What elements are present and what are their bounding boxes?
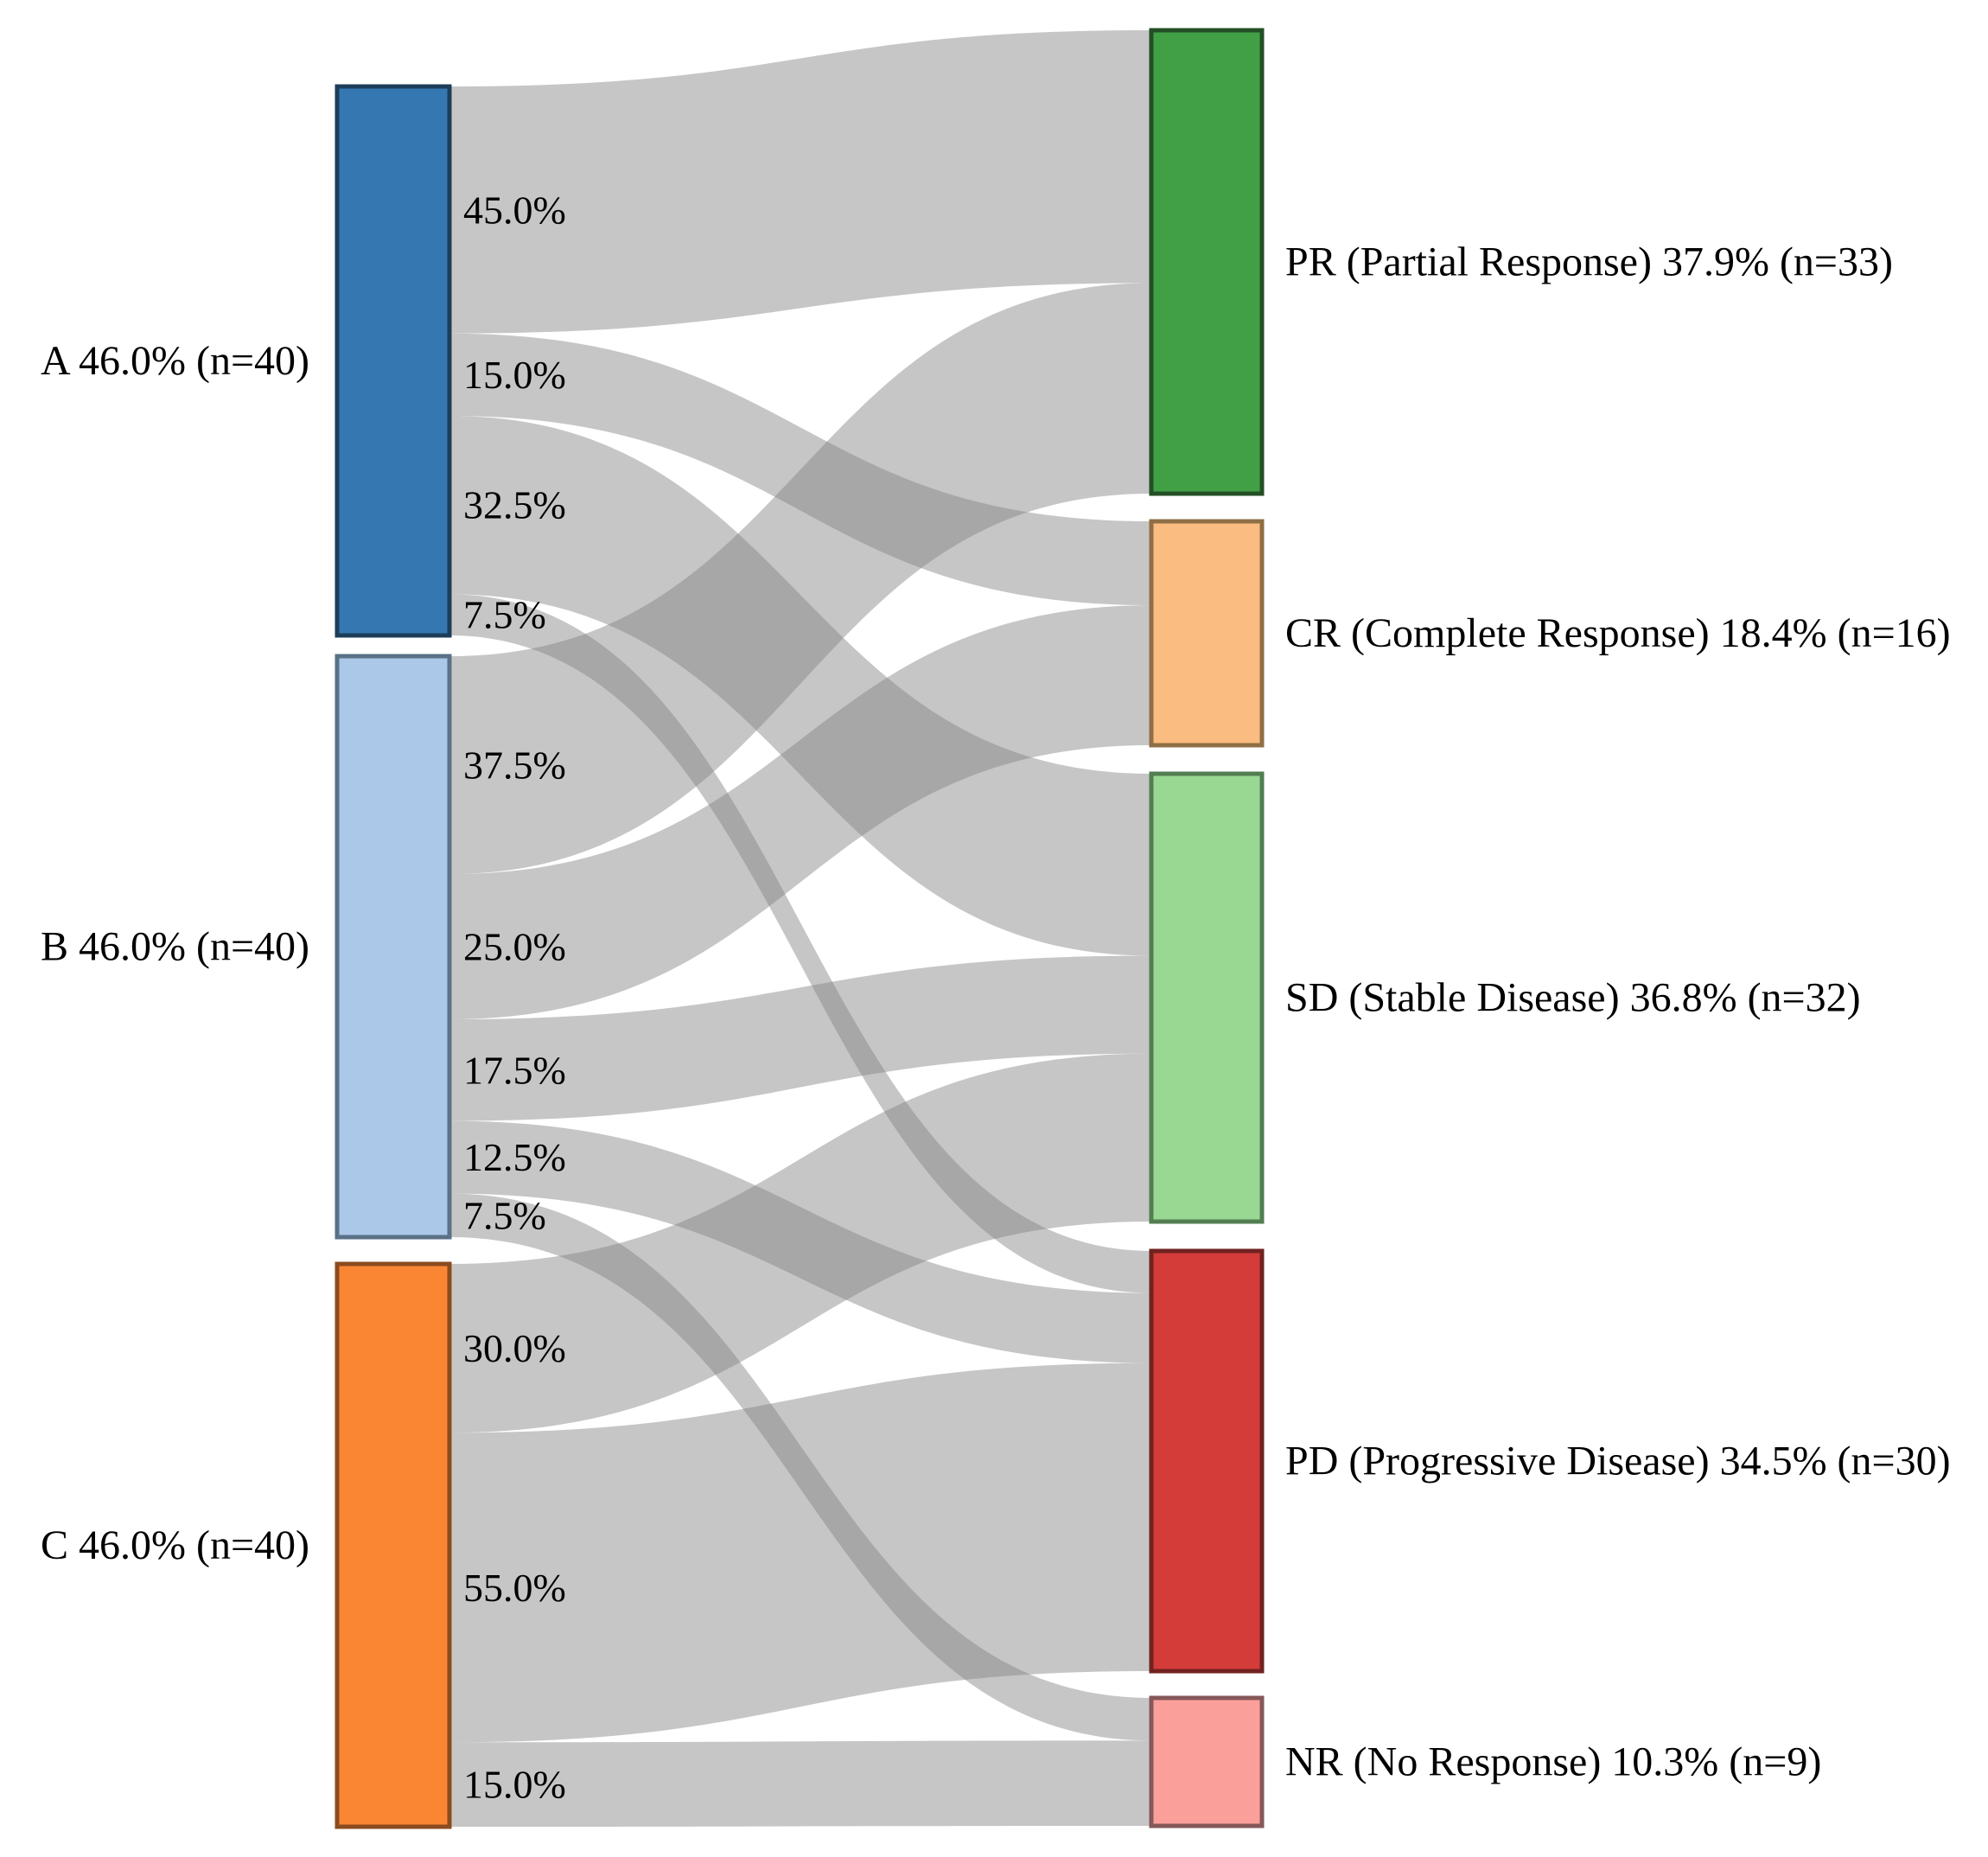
flow-ribbon-B-PR bbox=[449, 283, 1151, 874]
source-node-label-A: A 46.0% (n=40) bbox=[41, 338, 309, 384]
flow-ribbon-A-CR bbox=[449, 333, 1151, 606]
flow-label-B-PD: 12.5% bbox=[463, 1135, 566, 1179]
flow-ribbon-B-CR bbox=[449, 605, 1151, 1019]
flow-ribbon-A-PD bbox=[449, 594, 1151, 1293]
target-node-label-NR: NR (No Response) 10.3% (n=9) bbox=[1285, 1739, 1821, 1785]
source-node-B bbox=[335, 654, 452, 1240]
flow-label-B-NR: 7.5% bbox=[463, 1193, 546, 1237]
target-node-label-SD: SD (Stable Disease) 36.8% (n=32) bbox=[1285, 975, 1861, 1021]
flow-ribbon-B-NR bbox=[449, 1193, 1151, 1741]
target-node-CR bbox=[1149, 519, 1265, 748]
flow-label-C-NR: 15.0% bbox=[463, 1763, 566, 1807]
flow-label-A-PD: 7.5% bbox=[463, 593, 546, 637]
source-node-C bbox=[335, 1261, 452, 1829]
target-node-PD bbox=[1149, 1248, 1265, 1674]
flow-ribbon-B-SD bbox=[449, 955, 1151, 1121]
flow-ribbon-C-PD bbox=[449, 1362, 1151, 1743]
flow-label-B-CR: 25.0% bbox=[463, 925, 566, 969]
flow-ribbon-A-PR bbox=[449, 30, 1151, 334]
target-node-label-PR: PR (Partial Response) 37.9% (n=33) bbox=[1285, 239, 1893, 285]
flow-ribbon-A-SD bbox=[449, 416, 1151, 956]
flow-label-C-PD: 55.0% bbox=[463, 1566, 566, 1610]
source-node-A bbox=[335, 84, 452, 638]
flow-ribbon-C-NR bbox=[449, 1740, 1151, 1827]
source-node-label-B: B 46.0% (n=40) bbox=[41, 924, 309, 970]
flow-label-A-SD: 32.5% bbox=[463, 483, 566, 527]
target-node-NR bbox=[1149, 1695, 1265, 1828]
flow-label-C-SD: 30.0% bbox=[463, 1326, 566, 1370]
flow-ribbon-C-SD bbox=[449, 1053, 1151, 1433]
flow-label-A-PR: 45.0% bbox=[463, 188, 566, 232]
target-node-label-PD: PD (Progressive Disease) 34.5% (n=30) bbox=[1285, 1439, 1951, 1484]
nodes-layer bbox=[335, 28, 1265, 1829]
target-node-PR bbox=[1149, 28, 1265, 496]
flows-layer bbox=[449, 30, 1151, 1827]
flow-label-B-PR: 37.5% bbox=[463, 743, 566, 788]
flow-label-B-SD: 17.5% bbox=[463, 1048, 566, 1092]
flow-label-A-CR: 15.0% bbox=[463, 353, 566, 397]
flow-ribbon-B-PD bbox=[449, 1120, 1151, 1363]
target-node-SD bbox=[1149, 771, 1265, 1224]
labels-layer: 45.0% 15.0% 32.5% 7.5% 37.5% 25.0% 17.5% 12.5% 7… bbox=[41, 188, 1951, 1806]
target-node-label-CR: CR (Complete Response) 18.4% (n=16) bbox=[1285, 610, 1951, 656]
source-node-label-C: C 46.0% (n=40) bbox=[41, 1522, 309, 1568]
